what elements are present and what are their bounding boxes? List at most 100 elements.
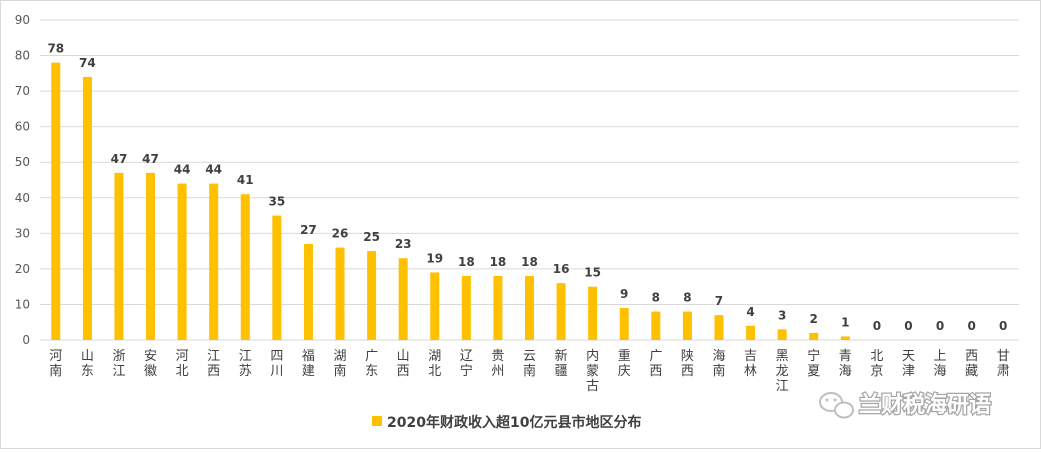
data-label: 35	[269, 195, 286, 209]
bar	[398, 258, 408, 340]
data-label: 0	[936, 319, 944, 333]
data-label: 27	[300, 223, 317, 237]
bar	[588, 286, 598, 340]
x-tick-label: 陕西	[681, 349, 694, 379]
x-tick-label: 宁夏	[807, 348, 820, 379]
bar	[840, 336, 850, 340]
bar	[809, 332, 819, 340]
data-label: 8	[652, 291, 660, 305]
data-label: 26	[332, 227, 349, 241]
data-label: 18	[490, 255, 507, 269]
x-tick-label: 海南	[712, 349, 725, 379]
x-tick-label: 广西	[649, 349, 662, 379]
watermark: 兰财税海研语	[819, 391, 992, 419]
bar	[777, 329, 787, 340]
x-tick-label: 河北	[176, 349, 189, 379]
data-label: 0	[873, 319, 881, 333]
x-tick-label: 河南	[49, 349, 62, 379]
data-label: 0	[904, 319, 912, 333]
legend-label: 2020年财政收入超10亿元县市地区分布	[387, 414, 641, 431]
data-label: 44	[205, 163, 222, 177]
bar	[556, 283, 566, 340]
data-label: 23	[395, 237, 412, 251]
data-label: 3	[778, 308, 786, 322]
legend-swatch	[372, 416, 382, 426]
bar	[493, 276, 503, 340]
bar	[430, 272, 440, 340]
x-tick-label: 黑龙江	[776, 349, 789, 394]
data-label: 0	[999, 319, 1007, 333]
bar	[682, 311, 692, 340]
bar	[714, 315, 724, 340]
x-tick-label: 上海	[934, 349, 947, 379]
bar	[525, 276, 534, 340]
watermark-text: 兰财税海研语	[859, 392, 991, 418]
bar	[335, 247, 345, 340]
data-label: 44	[174, 163, 191, 177]
data-label: 47	[142, 152, 159, 166]
bar	[82, 76, 92, 340]
x-tick-label: 四川	[270, 349, 283, 379]
x-tick-label: 辽宁	[460, 349, 473, 379]
bar	[146, 172, 156, 340]
bar	[272, 215, 282, 340]
x-tick-label: 湖北	[428, 349, 441, 379]
bar	[303, 244, 313, 340]
bar	[619, 308, 629, 340]
y-tick-label: 90	[15, 13, 30, 27]
bar	[114, 172, 124, 340]
y-tick-label: 10	[15, 297, 30, 311]
bars	[51, 62, 850, 341]
y-tick-label: 70	[15, 84, 30, 98]
data-label: 15	[584, 266, 601, 280]
data-label: 7	[715, 294, 723, 308]
bar	[746, 325, 756, 340]
x-tick-label: 甘肃	[997, 349, 1010, 379]
x-tick-label: 吉林	[744, 349, 757, 379]
x-tick-label: 江苏	[239, 349, 252, 379]
x-tick-label: 安徽	[144, 349, 157, 379]
x-tick-label: 湖南	[334, 349, 347, 379]
x-tick-label: 西藏	[965, 349, 978, 379]
wechat-icon	[819, 392, 854, 419]
data-label: 9	[620, 287, 628, 301]
x-tick-label: 浙江	[112, 349, 125, 379]
gridlines	[40, 19, 1019, 341]
x-tick-label: 贵州	[491, 349, 504, 379]
data-label: 1	[841, 315, 849, 329]
x-tick-label: 内蒙古	[586, 348, 599, 394]
x-tick-label: 江西	[207, 349, 220, 379]
bar	[461, 276, 471, 340]
y-tick-label: 30	[15, 226, 30, 240]
y-tick-label: 50	[15, 155, 30, 169]
bar	[367, 251, 377, 340]
y-tick-label: 40	[15, 191, 30, 205]
x-tick-label: 山西	[397, 349, 410, 379]
x-tick-label: 山东	[81, 349, 94, 379]
data-label: 19	[426, 251, 443, 265]
x-tick-label: 天津	[902, 349, 915, 379]
x-tick-label: 福建	[302, 349, 315, 379]
x-tick-label: 北京	[870, 349, 883, 379]
bar	[240, 194, 250, 340]
bar	[209, 183, 219, 340]
data-label: 2	[810, 312, 818, 326]
data-label: 47	[111, 152, 128, 166]
x-tick-label: 云南	[523, 349, 536, 379]
data-label: 16	[553, 262, 570, 276]
data-label: 41	[237, 173, 254, 187]
y-tick-label: 60	[15, 120, 30, 134]
data-label: 18	[521, 255, 538, 269]
data-label: 0	[967, 319, 975, 333]
y-axis-ticks: 0 10 20 30 40 50 60 70 80 90	[15, 13, 30, 347]
data-label: 78	[47, 42, 64, 56]
data-label: 4	[746, 305, 754, 319]
y-tick-label: 20	[15, 262, 30, 276]
y-tick-label: 0	[22, 333, 30, 347]
x-tick-label: 青海	[839, 349, 852, 379]
x-tick-label: 新疆	[555, 348, 568, 379]
bar	[51, 62, 61, 341]
bar	[651, 311, 661, 340]
